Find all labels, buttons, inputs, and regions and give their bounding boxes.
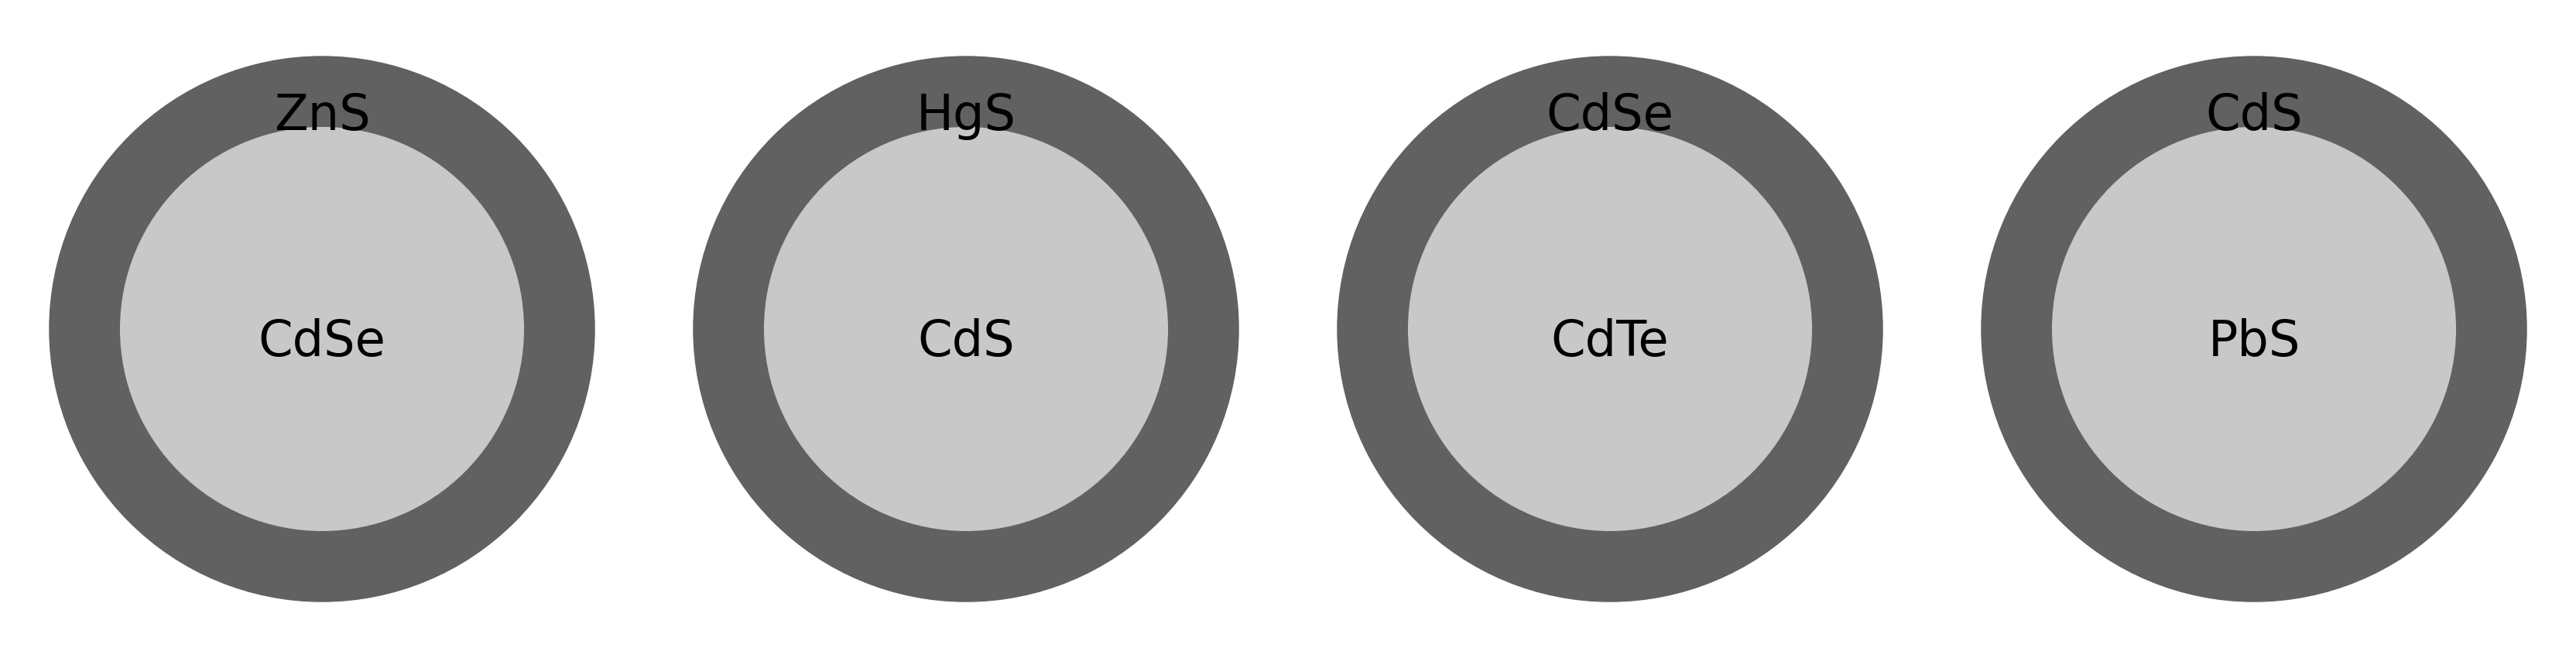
- Ellipse shape: [121, 127, 523, 531]
- Ellipse shape: [693, 56, 1239, 602]
- Ellipse shape: [1409, 127, 1811, 531]
- Text: PbS: PbS: [2208, 318, 2300, 366]
- Text: CdS: CdS: [2205, 92, 2303, 140]
- Ellipse shape: [765, 127, 1167, 531]
- Text: CdSe: CdSe: [258, 318, 386, 366]
- Text: HgS: HgS: [917, 92, 1015, 140]
- Ellipse shape: [2053, 127, 2455, 531]
- Ellipse shape: [1337, 56, 1883, 602]
- Ellipse shape: [1981, 56, 2527, 602]
- Text: ZnS: ZnS: [273, 92, 371, 140]
- Text: CdS: CdS: [917, 318, 1015, 366]
- Ellipse shape: [49, 56, 595, 602]
- Text: CdTe: CdTe: [1551, 318, 1669, 366]
- Text: CdSe: CdSe: [1546, 92, 1674, 140]
